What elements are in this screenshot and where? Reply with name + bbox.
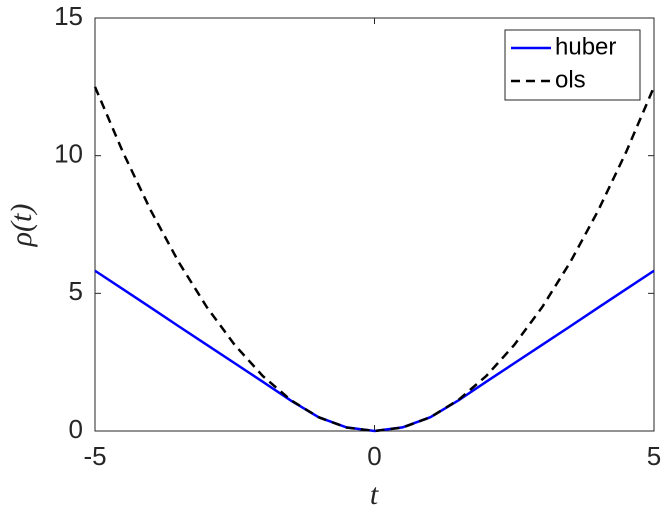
x-axis-label: t: [370, 478, 379, 511]
y-tick-label: 5: [69, 276, 83, 306]
legend-label: huber: [555, 33, 616, 60]
y-axis-label: ρ(t): [5, 204, 38, 248]
x-tick-label: -5: [83, 441, 106, 471]
y-tick-label: 10: [54, 139, 83, 169]
y-tick-label: 0: [69, 414, 83, 444]
legend: [504, 29, 641, 101]
x-tick-label: 0: [367, 441, 381, 471]
line-ols: [93, 86, 656, 433]
line-huber: [94, 269, 655, 433]
y-tick-label: 15: [54, 1, 83, 31]
legend-label: ols: [555, 66, 586, 93]
x-tick-label: 5: [647, 441, 661, 471]
